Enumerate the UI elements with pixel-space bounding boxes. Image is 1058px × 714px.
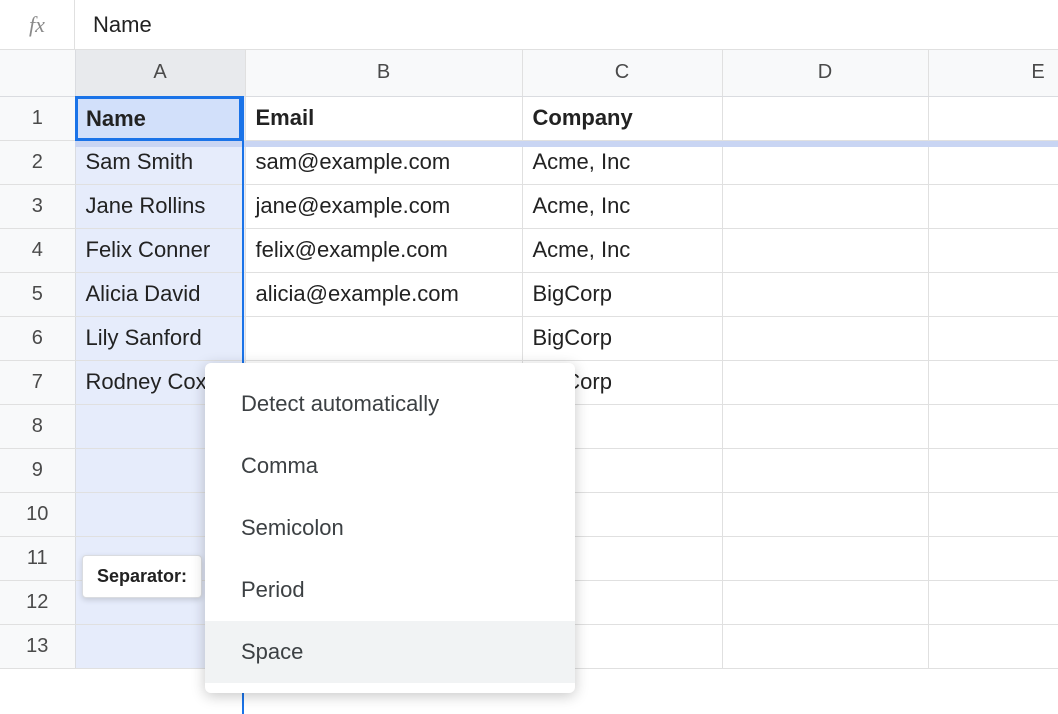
cell-d11[interactable] (722, 536, 928, 580)
grid-container: ABCDE 1NameEmailCompany2Sam Smithsam@exa… (0, 50, 1058, 669)
cell-d4[interactable] (722, 228, 928, 272)
row-header-11[interactable]: 11 (0, 536, 75, 580)
column-header-b[interactable]: B (245, 50, 522, 96)
cell-e12[interactable] (928, 580, 1058, 624)
cell-c6[interactable]: BigCorp (522, 316, 722, 360)
row-header-12[interactable]: 12 (0, 580, 75, 624)
dropdown-item-comma[interactable]: Comma (205, 435, 575, 497)
row-header-10[interactable]: 10 (0, 492, 75, 536)
cell-c4[interactable]: Acme, Inc (522, 228, 722, 272)
cell-d7[interactable] (722, 360, 928, 404)
separator-dropdown-menu: Detect automaticallyCommaSemicolonPeriod… (205, 363, 575, 693)
dropdown-item-period[interactable]: Period (205, 559, 575, 621)
row-header-4[interactable]: 4 (0, 228, 75, 272)
row-header-13[interactable]: 13 (0, 624, 75, 668)
cell-b4[interactable]: felix@example.com (245, 228, 522, 272)
cell-e5[interactable] (928, 272, 1058, 316)
column-header-d[interactable]: D (722, 50, 928, 96)
cell-d3[interactable] (722, 184, 928, 228)
cell-d9[interactable] (722, 448, 928, 492)
cell-e3[interactable] (928, 184, 1058, 228)
cell-b6[interactable] (245, 316, 522, 360)
cell-d5[interactable] (722, 272, 928, 316)
cell-e11[interactable] (928, 536, 1058, 580)
cell-d10[interactable] (722, 492, 928, 536)
cell-c3[interactable]: Acme, Inc (522, 184, 722, 228)
dropdown-item-space[interactable]: Space (205, 621, 575, 683)
cell-b5[interactable]: alicia@example.com (245, 272, 522, 316)
cell-c1[interactable]: Company (522, 96, 722, 140)
cell-a5[interactable]: Alicia David (75, 272, 245, 316)
cell-d13[interactable] (722, 624, 928, 668)
separator-label: Separator: (97, 566, 187, 586)
frozen-row-separator (75, 141, 1058, 147)
row-header-5[interactable]: 5 (0, 272, 75, 316)
formula-input[interactable] (75, 0, 1058, 49)
cell-d6[interactable] (722, 316, 928, 360)
corner-cell[interactable] (0, 50, 75, 96)
row-header-7[interactable]: 7 (0, 360, 75, 404)
formula-bar: fx (0, 0, 1058, 50)
cell-e1[interactable] (928, 96, 1058, 140)
column-header-c[interactable]: C (522, 50, 722, 96)
row-header-9[interactable]: 9 (0, 448, 75, 492)
cell-c5[interactable]: BigCorp (522, 272, 722, 316)
column-header-e[interactable]: E (928, 50, 1058, 96)
dropdown-item-detect-automatically[interactable]: Detect automatically (205, 373, 575, 435)
cell-a3[interactable]: Jane Rollins (75, 184, 245, 228)
cell-e10[interactable] (928, 492, 1058, 536)
cell-d1[interactable] (722, 96, 928, 140)
cell-a1[interactable]: Name (75, 96, 245, 140)
cell-d8[interactable] (722, 404, 928, 448)
cell-a6[interactable]: Lily Sanford (75, 316, 245, 360)
cell-e8[interactable] (928, 404, 1058, 448)
cell-e13[interactable] (928, 624, 1058, 668)
dropdown-item-semicolon[interactable]: Semicolon (205, 497, 575, 559)
cell-e7[interactable] (928, 360, 1058, 404)
row-header-8[interactable]: 8 (0, 404, 75, 448)
row-header-1[interactable]: 1 (0, 96, 75, 140)
cell-e6[interactable] (928, 316, 1058, 360)
column-header-a[interactable]: A (75, 50, 245, 96)
cell-a4[interactable]: Felix Conner (75, 228, 245, 272)
cell-e9[interactable] (928, 448, 1058, 492)
cell-e4[interactable] (928, 228, 1058, 272)
row-header-6[interactable]: 6 (0, 316, 75, 360)
cell-b3[interactable]: jane@example.com (245, 184, 522, 228)
row-header-2[interactable]: 2 (0, 140, 75, 184)
separator-popup[interactable]: Separator: (82, 555, 202, 598)
cell-b1[interactable]: Email (245, 96, 522, 140)
cell-d12[interactable] (722, 580, 928, 624)
row-header-3[interactable]: 3 (0, 184, 75, 228)
fx-label: fx (0, 0, 75, 49)
